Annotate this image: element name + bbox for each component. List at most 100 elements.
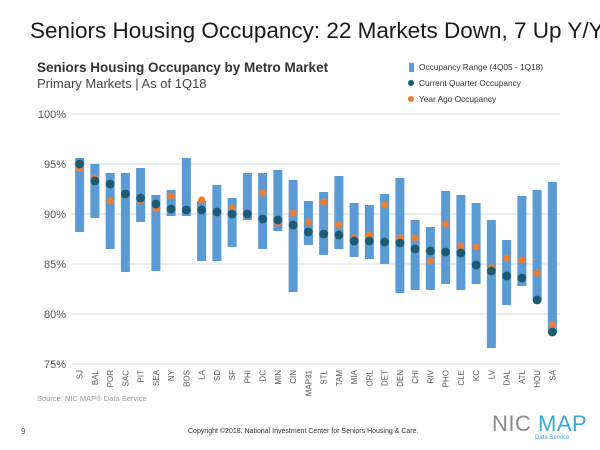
range-bar <box>258 173 268 249</box>
slide-title: Seniors Housing Occupancy: 22 Markets Do… <box>30 18 600 43</box>
current-point <box>486 266 496 276</box>
x-tick-label: BOS <box>182 370 191 387</box>
current-point <box>425 246 435 256</box>
range-bar <box>349 203 359 257</box>
range-bar <box>227 198 237 247</box>
y-tick-label: 95% <box>44 159 66 171</box>
x-tick-label: ATL <box>518 369 527 384</box>
range-bar <box>547 182 557 333</box>
chart-legend: Occupancy Range (4Q05 - 1Q18) Current Qu… <box>408 59 543 107</box>
range-bar <box>319 192 329 255</box>
x-tick-label: PHI <box>243 370 252 383</box>
range-bar <box>197 201 207 261</box>
range-bar <box>212 185 222 261</box>
year-ago-point <box>198 196 206 204</box>
current-point <box>258 214 268 224</box>
current-point <box>151 199 161 209</box>
y-tick-label: 85% <box>44 259 66 271</box>
year-ago-point <box>518 256 526 264</box>
current-point <box>242 209 252 219</box>
year-ago-point <box>533 269 541 277</box>
x-tick-label: NY <box>167 369 176 381</box>
y-tick-label: 100% <box>38 109 66 121</box>
legend-label-range: Occupancy Range (4Q05 - 1Q18) <box>419 62 544 72</box>
x-tick-label: SA <box>548 369 557 380</box>
current-point <box>441 247 451 257</box>
legend-item-year-ago: Year Ago Occupancy <box>408 91 543 107</box>
x-tick-label: PHO <box>442 370 451 387</box>
chart-subtitle: Primary Markets | As of 1Q18 <box>37 76 207 91</box>
current-point <box>410 244 420 254</box>
current-point <box>547 327 557 337</box>
current-point <box>319 229 329 239</box>
year-ago-point <box>442 220 450 228</box>
year-ago-point <box>106 197 114 205</box>
y-tick-label: 90% <box>44 209 66 221</box>
year-ago-dot-icon <box>408 96 414 102</box>
range-swatch-icon <box>409 62 414 72</box>
chart-title: Seniors Housing Occupancy by Metro Marke… <box>37 60 329 75</box>
x-tick-label: SF <box>228 370 237 380</box>
current-point <box>273 215 283 225</box>
year-ago-point <box>304 218 312 226</box>
legend-item-range: Occupancy Range (4Q05 - 1Q18) <box>408 59 543 75</box>
x-tick-label: CHI <box>411 370 420 384</box>
year-ago-point <box>411 234 419 242</box>
x-tick-label: MIA <box>350 369 359 384</box>
range-bar <box>181 158 191 216</box>
x-tick-label: SAC <box>121 370 130 387</box>
current-point <box>227 209 237 219</box>
x-tick-label: LA <box>198 369 207 379</box>
range-bar <box>105 173 115 249</box>
y-tick-label: 80% <box>44 309 66 321</box>
x-tick-label: BAL <box>91 369 100 385</box>
current-point <box>166 204 176 214</box>
current-point <box>197 205 207 215</box>
year-ago-point <box>259 189 267 197</box>
x-tick-label: DC <box>259 370 268 382</box>
nic-map-logo: NIC MAP Data Service <box>492 413 587 443</box>
range-bar <box>380 194 390 264</box>
current-point <box>349 236 359 246</box>
range-bar <box>166 190 176 216</box>
range-bar <box>90 164 100 218</box>
year-ago-point <box>548 321 556 329</box>
x-tick-label: SJ <box>76 370 85 379</box>
x-tick-label: KC <box>472 370 481 381</box>
range-bar <box>288 180 298 292</box>
range-bar <box>532 190 542 301</box>
range-bar <box>151 195 161 271</box>
logo-subtitle: Data Service <box>535 435 570 441</box>
current-point <box>364 236 374 246</box>
x-tick-label: STL <box>320 369 329 384</box>
year-ago-point <box>335 221 343 229</box>
x-tick-label: HOU <box>533 370 542 388</box>
current-point <box>395 238 405 248</box>
year-ago-point <box>472 243 480 251</box>
x-tick-label: DET <box>381 370 390 386</box>
current-point <box>105 179 115 189</box>
current-point <box>212 207 222 217</box>
range-bar <box>334 176 344 249</box>
current-point <box>75 159 85 169</box>
current-point <box>288 220 298 230</box>
logo-map-text: MAP <box>538 411 588 436</box>
year-ago-point <box>228 204 236 212</box>
x-tick-label: MIN <box>274 370 283 385</box>
x-tick-label: RIV <box>426 369 435 383</box>
range-bar <box>120 173 130 272</box>
x-tick-label: PIT <box>137 370 146 383</box>
current-point <box>471 260 481 270</box>
current-point <box>502 271 512 281</box>
x-tick-label: CIN <box>289 370 298 384</box>
x-tick-label: LV <box>487 369 496 379</box>
range-bar <box>410 220 420 290</box>
year-ago-point <box>457 242 465 250</box>
year-ago-point <box>365 231 373 239</box>
year-ago-point <box>167 192 175 200</box>
current-point <box>90 176 100 186</box>
current-point <box>456 248 466 258</box>
current-point <box>120 189 130 199</box>
y-tick-label: 75% <box>44 359 66 371</box>
